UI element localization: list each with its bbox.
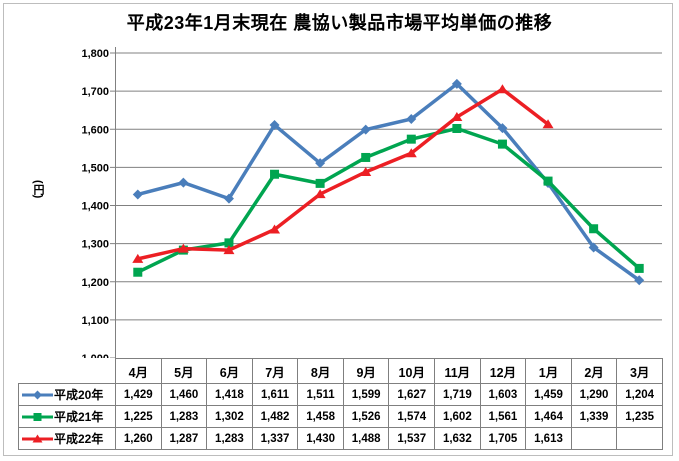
month-header: 4月	[115, 358, 162, 384]
month-header: 10月	[388, 358, 436, 384]
value-cell: 1,627	[388, 383, 436, 406]
month-header: 12月	[479, 358, 527, 384]
value-cell: 1,561	[479, 405, 527, 428]
value-cell: 1,204	[616, 383, 663, 406]
value-cell: 1,458	[297, 405, 344, 428]
legend-marker-heisei21	[22, 412, 53, 421]
table-row-heisei20: 平成20年 1,429 1,460 1,418 1,611 1,511 1,599 1,627…	[18, 383, 663, 406]
value-cell: 1,611	[251, 383, 299, 406]
value-cell: 1,459	[525, 383, 572, 406]
month-header: 9月	[342, 358, 390, 384]
value-cell: 1,603	[479, 383, 527, 406]
value-cell: 1,719	[434, 383, 481, 406]
y-axis-tick-label: 1,800	[81, 48, 109, 60]
value-cell: 1,429	[115, 383, 162, 406]
legend-cell-heisei20: 平成20年	[18, 383, 116, 406]
legend-cell-heisei22: 平成22年	[18, 427, 116, 450]
value-cell: 1,235	[616, 405, 663, 428]
legend-label-heisei20: 平成20年	[54, 388, 104, 402]
value-cell: 1,283	[160, 405, 208, 428]
value-cell: 1,599	[342, 383, 390, 406]
y-axis-tick-label: 1,400	[81, 201, 109, 213]
value-cell: 1,574	[388, 405, 436, 428]
y-axis-tick-label: 1,700	[81, 86, 109, 98]
value-cell: 1,511	[297, 383, 344, 406]
value-cell: 1,287	[160, 427, 208, 450]
month-header: 3月	[616, 358, 663, 384]
legend-label-heisei21: 平成21年	[54, 410, 104, 424]
value-cell: 1,302	[206, 405, 253, 428]
month-header: 5月	[160, 358, 208, 384]
legend-cell-heisei21: 平成21年	[18, 405, 116, 428]
value-cell: 1,613	[525, 427, 572, 450]
value-cell: 1,460	[160, 383, 208, 406]
value-cell: 1,537	[388, 427, 436, 450]
table-corner-cell	[18, 358, 116, 384]
chart-title: 平成23年1月末現在 農協い製品市場平均単価の推移	[126, 13, 553, 33]
data-table: 4月 5月 6月 7月 8月 9月 10月 11月 12月 1月 2月 3月 平成20年 1,429 1,4…	[18, 358, 663, 450]
legend-marker-heisei20	[22, 390, 53, 399]
value-cell: 1,464	[525, 405, 572, 428]
value-cell	[616, 427, 663, 450]
series-heisei20-line	[132, 78, 645, 286]
value-cell: 1,632	[434, 427, 481, 450]
value-cell: 1,430	[297, 427, 344, 450]
y-axis-tick-label: 1,600	[81, 124, 109, 136]
y-axis-tick-label: 1,500	[81, 162, 109, 174]
value-cell: 1,290	[570, 383, 618, 406]
series-heisei22-line	[132, 84, 554, 263]
value-cell: 1,283	[206, 427, 253, 450]
table-row-heisei22: 平成22年 1,260 1,287 1,283 1,337 1,430 1,488 1,537…	[18, 427, 663, 450]
value-cell: 1,418	[206, 383, 253, 406]
value-cell: 1,488	[342, 427, 390, 450]
month-header: 6月	[206, 358, 253, 384]
value-cell: 1,260	[115, 427, 162, 450]
value-cell: 1,705	[479, 427, 527, 450]
month-header: 11月	[434, 358, 481, 384]
y-axis: 1,0001,1001,2001,3001,4001,5001,6001,700…	[81, 47, 116, 365]
value-cell: 1,337	[251, 427, 299, 450]
value-cell: 1,225	[115, 405, 162, 428]
value-cell	[570, 427, 618, 450]
legend-marker-heisei22	[22, 434, 53, 442]
month-header-row: 4月 5月 6月 7月 8月 9月 10月 11月 12月 1月 2月 3月	[18, 358, 663, 384]
y-axis-unit-label: (円)	[32, 180, 44, 199]
legend-label-heisei22: 平成22年	[54, 432, 104, 446]
month-header: 8月	[297, 358, 344, 384]
value-cell: 1,482	[251, 405, 299, 428]
month-header: 2月	[570, 358, 618, 384]
table-row-heisei21: 平成21年 1,225 1,283 1,302 1,482 1,458 1,526 1,574…	[18, 405, 663, 428]
value-cell: 1,526	[342, 405, 390, 428]
month-header: 7月	[251, 358, 299, 384]
y-axis-tick-label: 1,100	[81, 315, 109, 327]
month-header: 1月	[525, 358, 572, 384]
value-cell: 1,339	[570, 405, 618, 428]
series-heisei21-line	[133, 123, 644, 277]
y-axis-tick-label: 1,200	[81, 277, 109, 289]
chart-border-frame	[3, 3, 673, 456]
y-axis-tick-label: 1,300	[81, 239, 109, 251]
value-cell: 1,602	[434, 405, 481, 428]
